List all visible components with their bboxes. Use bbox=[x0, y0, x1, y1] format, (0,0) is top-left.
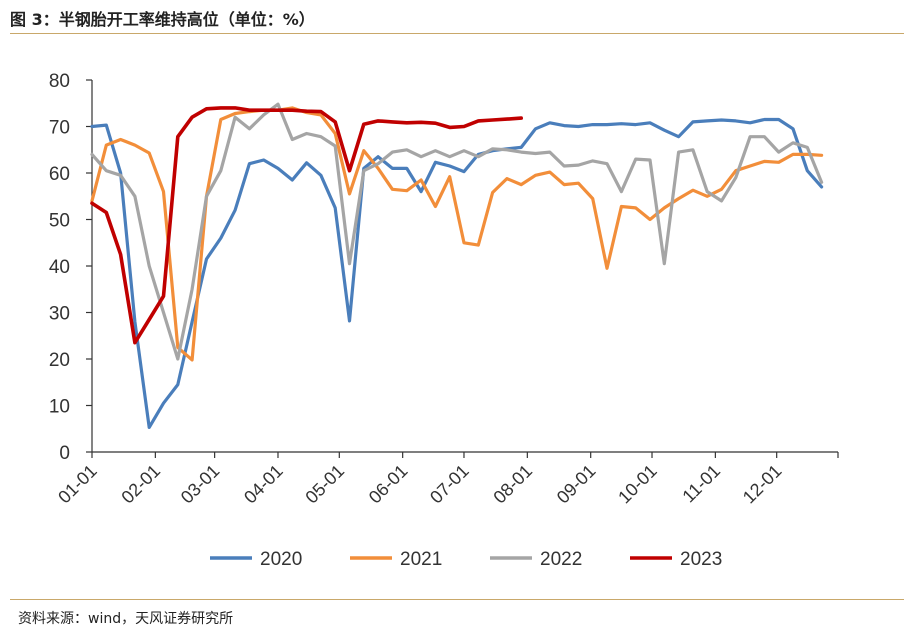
series-line-2023 bbox=[90, 106, 524, 345]
legend-label-2023: 2023 bbox=[680, 549, 722, 570]
x-tick-label: 11-01 bbox=[678, 461, 724, 507]
x-tick-label: 12-01 bbox=[739, 461, 786, 508]
x-tick-label: 01-01 bbox=[54, 461, 101, 508]
x-tick-label: 07-01 bbox=[426, 461, 473, 508]
x-tick-label: 02-01 bbox=[117, 461, 164, 508]
y-tick-label: 0 bbox=[59, 443, 70, 464]
chart-lines bbox=[90, 102, 824, 429]
bottom-divider bbox=[10, 599, 904, 600]
legend-label-2020: 2020 bbox=[260, 549, 302, 570]
y-tick-label: 20 bbox=[49, 350, 70, 371]
series-line-2021 bbox=[90, 106, 824, 362]
x-tick-label: 03-01 bbox=[177, 461, 224, 508]
source-note: 资料来源：wind，天风证券研究所 bbox=[18, 611, 234, 627]
y-tick-label: 30 bbox=[49, 304, 70, 325]
y-tick-label: 80 bbox=[49, 71, 70, 92]
x-tick-label: 06-01 bbox=[365, 461, 412, 508]
series-line-2022 bbox=[90, 102, 824, 361]
y-tick-label: 70 bbox=[49, 118, 70, 139]
y-tick-label: 60 bbox=[49, 164, 70, 185]
x-tick-label: 08-01 bbox=[489, 461, 536, 508]
legend-label-2021: 2021 bbox=[400, 549, 442, 570]
y-tick-label: 10 bbox=[49, 397, 70, 418]
chart-title: 图 3：半钢胎开工率维持高位（单位：%） bbox=[10, 10, 315, 29]
chart-legend: 2020 2021 2022 2023 bbox=[210, 549, 722, 570]
x-tick-label: 09-01 bbox=[553, 461, 600, 508]
x-tick-label: 05-01 bbox=[301, 461, 348, 508]
y-tick-label: 50 bbox=[49, 211, 70, 232]
top-divider bbox=[10, 33, 904, 34]
chart-axes: 0 10 20 30 40 50 60 70 80 01-01 02-01 03-01 04-01 05-… bbox=[49, 71, 839, 508]
x-tick-label: 04-01 bbox=[240, 461, 287, 508]
chart-svg: 0 10 20 30 40 50 60 70 80 01-01 02-01 03-01 04-01 05-… bbox=[49, 71, 839, 570]
series-line-2020 bbox=[90, 117, 824, 429]
legend-label-2022: 2022 bbox=[540, 549, 582, 570]
x-tick-label: 10-01 bbox=[614, 461, 661, 508]
y-tick-label: 40 bbox=[49, 257, 70, 278]
